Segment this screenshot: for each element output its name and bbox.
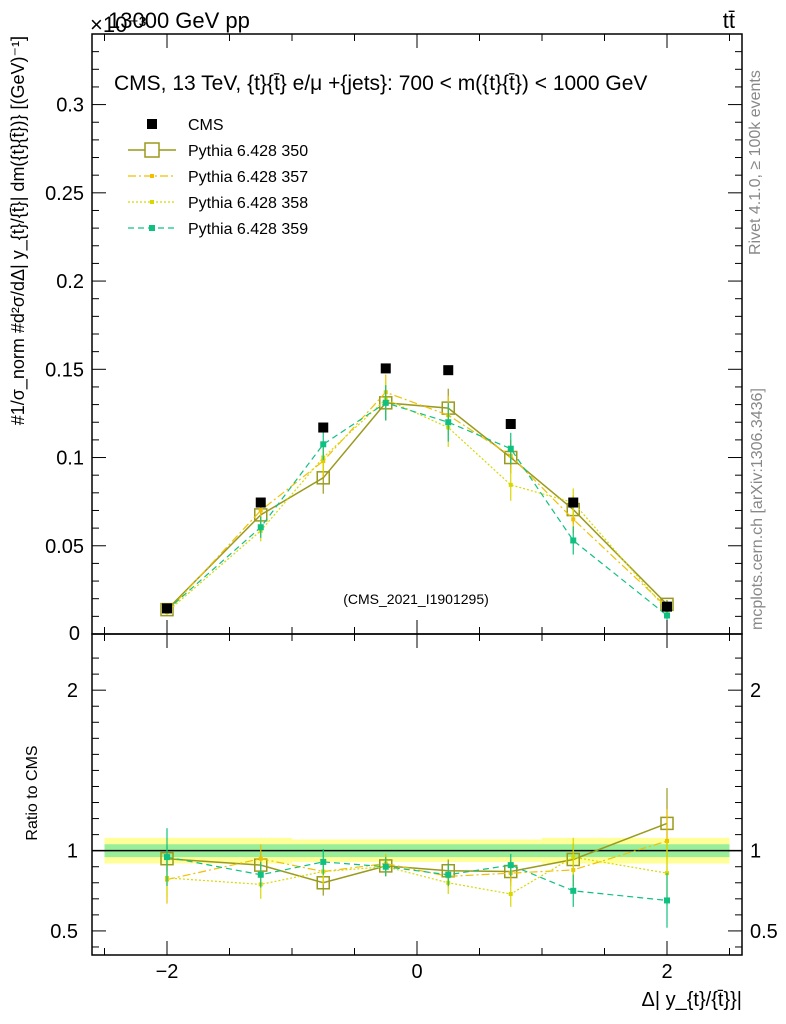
- x-tick-label: −2: [156, 961, 179, 983]
- legend-label-pythia-6-428-359: Pythia 6.428 359: [188, 221, 308, 238]
- legend-label-pythia-6-428-350: Pythia 6.428 350: [188, 143, 308, 160]
- data-point-cms: [318, 422, 329, 433]
- rivet-label: Rivet 4.1.0, ≥ 100k events: [747, 70, 764, 255]
- energy-label: 13000 GeV pp: [108, 8, 250, 33]
- ratio-marker-pythia-6-428-359: [570, 887, 577, 894]
- ratio-line-pythia-6-428-350: [166, 822, 668, 884]
- ratio-marker-pythia-6-428-357: [258, 856, 263, 861]
- marker-pythia-6-428-359: [445, 419, 452, 426]
- ratio-marker-pythia-6-428-358: [571, 855, 576, 860]
- marker-pythia-6-428-359: [320, 441, 327, 448]
- data-point-cms: [380, 363, 391, 374]
- ratio-tick-label-right: 1: [750, 841, 761, 863]
- ratio-marker-pythia-6-428-359: [320, 858, 327, 865]
- marker-pythia-6-428-359: [664, 612, 670, 619]
- marker-pythia-6-428-359: [507, 445, 514, 452]
- legend-marker-pythia-6-428-350: [144, 142, 160, 158]
- main-panel: [160, 363, 674, 620]
- legend: CMS Pythia 6.428 350 Pythia 6.428 357 Pythi…: [128, 117, 308, 238]
- ratio-tick-label-left: 2: [67, 680, 78, 702]
- series-line-pythia-6-428-350: [166, 402, 668, 611]
- series-line-pythia-6-428-358: [166, 398, 668, 613]
- data-point-cms: [662, 601, 672, 612]
- x-tick-label: 2: [661, 961, 672, 983]
- legend-marker-pythia-6-428-359: [149, 225, 155, 231]
- ratio-marker-pythia-6-428-359: [507, 862, 514, 869]
- ratio-marker-pythia-6-428-359: [257, 871, 264, 878]
- ratio-marker-pythia-6-428-358: [508, 892, 513, 897]
- y-tick-label: 0.15: [45, 359, 84, 381]
- data-point-cms: [568, 497, 579, 508]
- marker-pythia-6-428-358: [508, 482, 513, 487]
- data-point-cms: [255, 497, 266, 508]
- legend-label-pythia-6-428-357: Pythia 6.428 357: [188, 169, 308, 186]
- watermark: (CMS_2021_I1901295): [343, 591, 489, 607]
- legend-marker-pythia-6-428-358: [150, 200, 154, 204]
- marker-pythia-6-428-357: [258, 508, 263, 513]
- ratio-marker-pythia-6-428-359: [382, 863, 389, 870]
- legend-label-pythia-6-428-358: Pythia 6.428 358: [188, 195, 308, 212]
- ratio-panel: [92, 788, 742, 928]
- legend-marker-cms: [147, 119, 157, 129]
- ratio-marker-pythia-6-428-359: [664, 897, 670, 904]
- axes: −2 0 2 0.05 0.1 0.15 0.2 0.25 0.3 0 0.5 0.5 1 1 2 2: [45, 33, 778, 983]
- series-line-pythia-6-428-357: [166, 391, 668, 613]
- ratio-line-pythia-6-428-357: [166, 840, 668, 881]
- ratio-tick-label-right: 2: [750, 680, 761, 702]
- ratio-tick-label-left: 1: [67, 841, 78, 863]
- legend-label-cms: CMS: [188, 117, 224, 134]
- marker-pythia-6-428-357: [571, 517, 576, 522]
- data-point-cms: [443, 365, 454, 376]
- process-label: tt̄: [723, 8, 735, 33]
- ratio-marker-pythia-6-428-359: [445, 871, 452, 878]
- marker-pythia-6-428-359: [382, 399, 389, 406]
- legend-marker-pythia-6-428-357: [150, 174, 154, 178]
- y-tick-label: 0.1: [56, 448, 84, 470]
- y-tick-label: 0.05: [45, 536, 84, 558]
- ratio-y-axis-label: Ratio to CMS: [24, 745, 41, 840]
- series-line-pythia-6-428-359: [166, 402, 668, 616]
- y-tick-label: 0.3: [56, 95, 84, 117]
- y-axis-label: #1/σ_norm #d²σ/dΔ| y_{t}/{t̄}| dm({t}{t̄…: [8, 36, 29, 425]
- y-zero-label: 0: [69, 623, 80, 645]
- ratio-marker-pythia-6-428-359: [164, 854, 170, 861]
- ratio-line-pythia-6-428-358: [166, 856, 668, 895]
- marker-pythia-6-428-359: [570, 537, 577, 544]
- ratio-line-pythia-6-428-359: [166, 856, 668, 902]
- marker-pythia-6-428-359: [257, 524, 264, 531]
- ratio-frame: [91, 633, 743, 956]
- x-axis-label: Δ| y_{t}/{t̄}}|: [642, 989, 743, 1011]
- data-point-cms: [162, 603, 172, 614]
- ratio-tick-label-right: 0.5: [750, 921, 778, 943]
- data-point-cms: [505, 419, 516, 429]
- x-tick-label: 0: [411, 961, 422, 983]
- mcplots-label: mcplots.cern.ch [arXiv:1306.3436]: [749, 388, 766, 630]
- exponent-label: ×10⁻³: [90, 12, 146, 37]
- ratio-tick-label-left: 0.5: [50, 921, 78, 943]
- chart-title: CMS, 13 TeV, {t}{t̄} e/μ +{jets}: 700 < …: [114, 72, 647, 95]
- y-tick-label: 0.2: [56, 271, 84, 293]
- y-tick-label: 0.25: [45, 183, 84, 205]
